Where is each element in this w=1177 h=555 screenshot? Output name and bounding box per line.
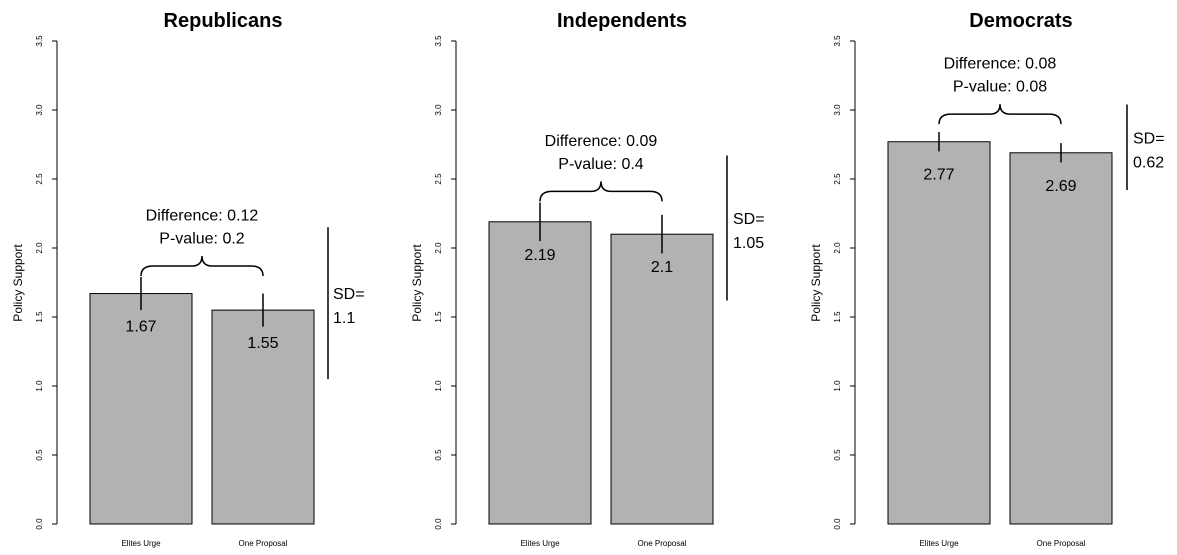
- y-tick-label: 0.5: [434, 449, 443, 461]
- pvalue-annotation: P-value: 0.2: [159, 230, 244, 247]
- y-axis-label: Policy Support: [11, 244, 25, 322]
- sd-label: SD=: [333, 286, 365, 303]
- pvalue-annotation: P-value: 0.4: [558, 156, 643, 173]
- y-tick-label: 3.5: [833, 35, 842, 47]
- comparison-brace: [539, 181, 663, 202]
- bar: [1009, 152, 1113, 525]
- y-axis-label: Policy Support: [809, 244, 823, 322]
- bar-value-label: 2.19: [524, 247, 555, 264]
- bar-value-label: 1.55: [247, 335, 278, 352]
- y-tick-label: 1.5: [35, 311, 44, 323]
- y-tick-label: 0.5: [833, 449, 842, 461]
- bar: [887, 141, 991, 525]
- bar: [211, 309, 315, 525]
- y-tick-label: 1.0: [35, 380, 44, 392]
- y-tick-label: 1.0: [833, 380, 842, 392]
- x-category-label: One Proposal: [1037, 539, 1086, 548]
- bar: [488, 221, 592, 525]
- y-tick-label: 1.5: [434, 311, 443, 323]
- y-tick-label: 1.0: [434, 380, 443, 392]
- sd-value: 0.62: [1133, 154, 1164, 171]
- x-category-label: One Proposal: [638, 539, 687, 548]
- y-tick-label: 1.5: [833, 311, 842, 323]
- y-tick-label: 3.0: [434, 104, 443, 116]
- bar: [89, 293, 193, 525]
- x-category-label: Elites Urge: [520, 539, 560, 548]
- x-category-label: One Proposal: [239, 539, 288, 548]
- sd-label: SD=: [1133, 130, 1165, 147]
- sd-value: 1.05: [733, 235, 764, 252]
- bar: [610, 233, 714, 525]
- y-tick-label: 0.0: [434, 518, 443, 530]
- bar-value-label: 2.77: [923, 167, 954, 184]
- y-tick-label: 3.0: [35, 104, 44, 116]
- y-tick-label: 3.0: [833, 104, 842, 116]
- y-tick-label: 2.0: [833, 242, 842, 254]
- difference-annotation: Difference: 0.12: [146, 207, 259, 224]
- x-category-label: Elites Urge: [121, 539, 161, 548]
- bar-value-label: 1.67: [125, 319, 156, 336]
- comparison-brace: [140, 255, 264, 276]
- y-tick-label: 2.0: [434, 242, 443, 254]
- y-tick-label: 0.0: [35, 518, 44, 530]
- comparison-brace: [938, 104, 1062, 125]
- difference-annotation: Difference: 0.08: [944, 56, 1057, 73]
- x-category-label: Elites Urge: [919, 539, 959, 548]
- y-tick-label: 2.5: [434, 173, 443, 185]
- y-tick-label: 2.5: [833, 173, 842, 185]
- y-tick-label: 0.5: [35, 449, 44, 461]
- bar-value-label: 2.1: [651, 259, 673, 276]
- y-tick-label: 0.0: [833, 518, 842, 530]
- y-tick-label: 3.5: [35, 35, 44, 47]
- difference-annotation: Difference: 0.09: [545, 133, 658, 150]
- chart-title: Republicans: [164, 10, 283, 32]
- pvalue-annotation: P-value: 0.08: [953, 79, 1047, 96]
- sd-label: SD=: [733, 211, 765, 228]
- sd-value: 1.1: [333, 310, 355, 327]
- y-tick-label: 2.5: [35, 173, 44, 185]
- chart-title: Independents: [557, 10, 687, 32]
- y-axis-label: Policy Support: [410, 244, 424, 322]
- chart-title: Democrats: [969, 10, 1072, 32]
- y-tick-label: 2.0: [35, 242, 44, 254]
- y-tick-label: 3.5: [434, 35, 443, 47]
- bar-value-label: 2.69: [1045, 178, 1076, 195]
